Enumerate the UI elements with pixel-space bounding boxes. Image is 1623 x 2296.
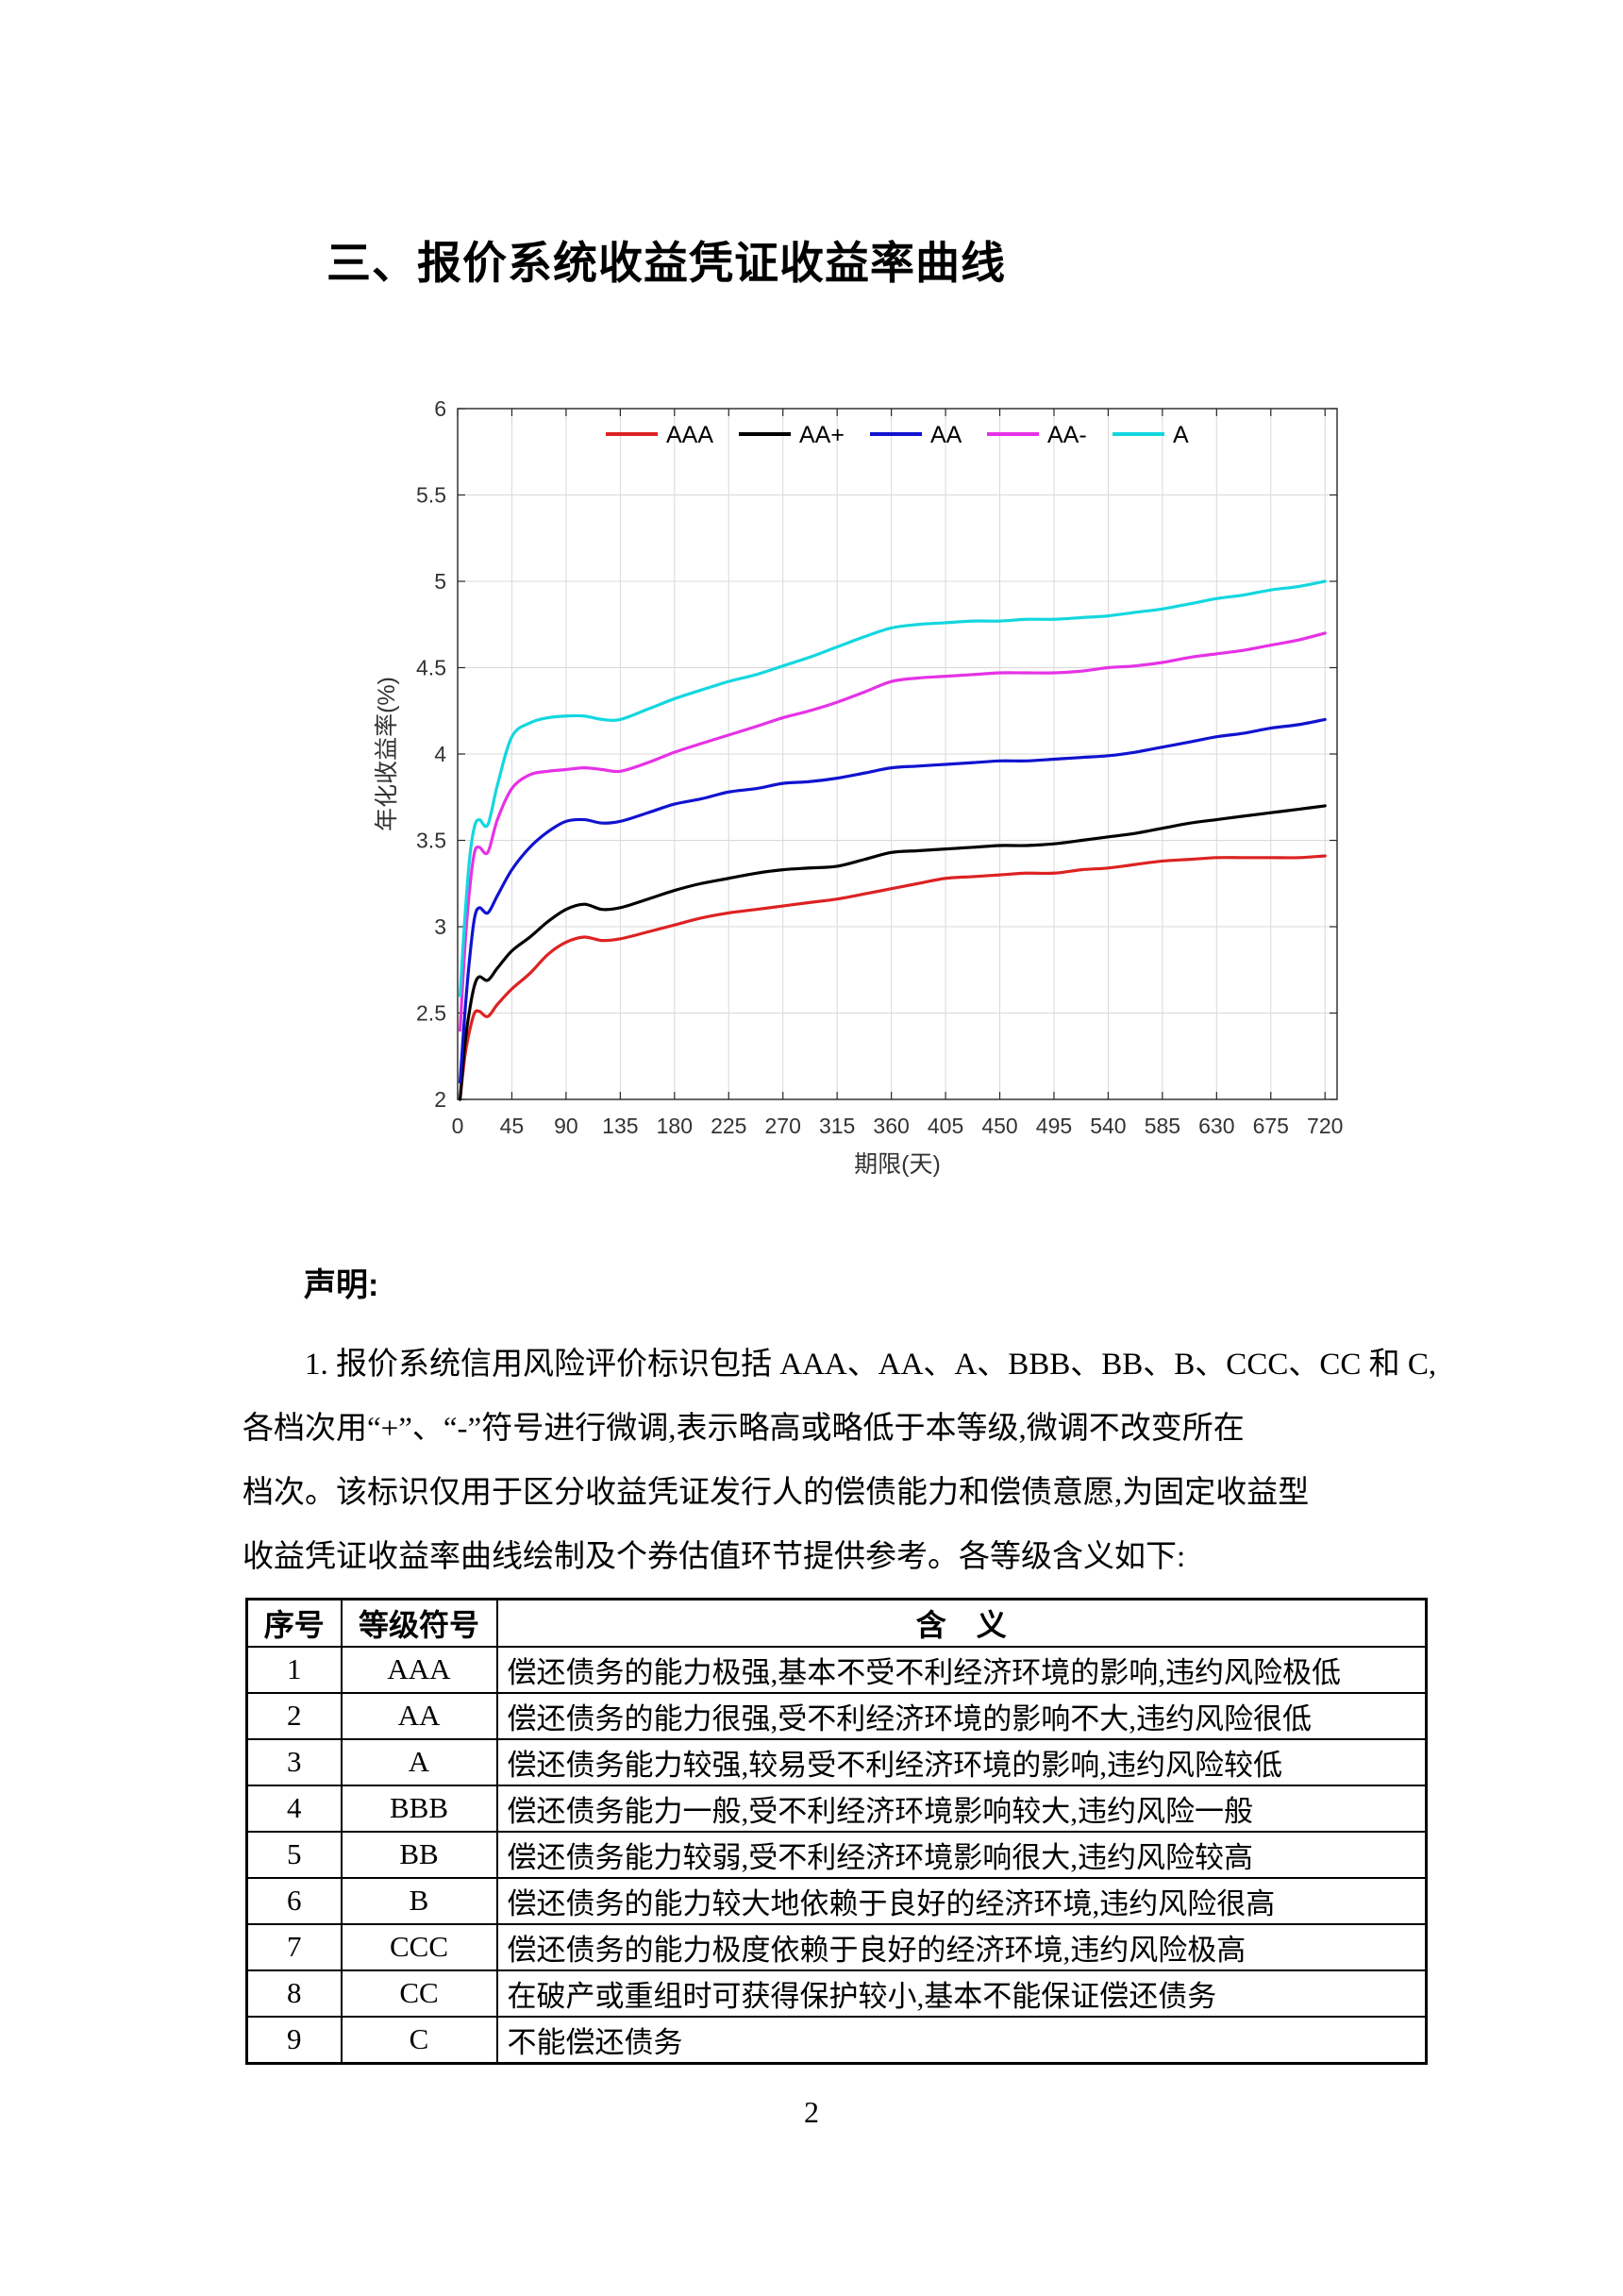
x-tick-label: 180 — [657, 1114, 693, 1138]
cell-symbol: BBB — [340, 1784, 498, 1833]
x-tick-label: 585 — [1145, 1114, 1180, 1138]
y-tick-label: 2 — [434, 1087, 446, 1112]
x-tick-label: 540 — [1090, 1114, 1126, 1138]
legend-label: AA- — [1047, 422, 1087, 448]
cell-meaning: 偿还债务能力一般,受不利经济环境影响较大,违约风险一般 — [495, 1784, 1428, 1833]
cell-symbol: CCC — [340, 1922, 498, 1971]
cell-symbol: CC — [340, 1969, 498, 2018]
cell-index: 8 — [245, 1969, 343, 2018]
table-header-row: 序号 等级符号 含 义 — [245, 1598, 1428, 1648]
table-row: 8 CC 在破产或重组时可获得保护较小,基本不能保证偿还债务 — [245, 1969, 1428, 2018]
cell-index: 2 — [245, 1691, 343, 1740]
legend-label: A — [1173, 422, 1189, 448]
series-line-AA- — [458, 631, 1327, 1032]
cell-symbol: AAA — [340, 1645, 498, 1694]
x-tick-label: 135 — [602, 1114, 638, 1138]
cell-symbol: BB — [340, 1830, 498, 1879]
x-tick-label: 360 — [873, 1114, 909, 1138]
rating-meaning-table: 序号 等级符号 含 义 1 AAA 偿还债务的能力极强,基本不受不利经济环境的影响,… — [245, 1598, 1428, 2065]
cell-index: 6 — [245, 1876, 343, 1925]
table-row: 9 C 不能偿还债务 — [245, 2015, 1428, 2064]
x-tick-label: 315 — [819, 1114, 855, 1138]
x-tick-label: 495 — [1036, 1114, 1072, 1138]
cell-index: 9 — [245, 2015, 343, 2064]
cell-meaning: 偿还债务的能力较大地依赖于良好的经济环境,违约风险很高 — [495, 1876, 1428, 1925]
chart-legend: AAA AA+ AA AA- A — [606, 422, 1189, 448]
legend-label: AA — [930, 422, 962, 448]
x-tick-label: 405 — [928, 1114, 963, 1138]
cell-meaning: 偿还债务能力较弱,受不利经济环境影响很大,违约风险较高 — [495, 1830, 1428, 1879]
cell-meaning: 偿还债务的能力很强,受不利经济环境的影响不大,违约风险很低 — [495, 1691, 1428, 1740]
x-tick-label: 675 — [1253, 1114, 1289, 1138]
x-tick-label: 630 — [1198, 1114, 1234, 1138]
y-tick-label: 5 — [434, 569, 446, 594]
chart-tick-labels: 0 45 90 135 180 225 270 315 360 405 450 495 540 585 63… — [416, 396, 1343, 1138]
y-tick-label: 3 — [434, 914, 446, 939]
legend-item-AA: AA — [870, 422, 962, 448]
table-row: 2 AA 偿还债务的能力很强,受不利经济环境的影响不大,违约风险很低 — [245, 1691, 1428, 1740]
table-header-meaning: 含 义 — [495, 1598, 1428, 1648]
cell-index: 7 — [245, 1922, 343, 1971]
table-row: 4 BBB 偿还债务能力一般,受不利经济环境影响较大,违约风险一般 — [245, 1784, 1428, 1833]
x-tick-label: 45 — [500, 1114, 525, 1138]
y-tick-label: 2.5 — [416, 1001, 446, 1026]
yield-curve-chart: 0 45 90 135 180 225 270 315 360 405 450 495 540 585 63… — [374, 396, 1343, 1178]
cell-meaning: 偿还债务的能力极强,基本不受不利经济环境的影响,违约风险极低 — [495, 1645, 1428, 1694]
legend-item-AA+: AA+ — [739, 422, 845, 448]
page-title: 三、报价系统收益凭证收益率曲线 — [326, 238, 1006, 288]
cell-index: 5 — [245, 1830, 343, 1879]
y-tick-label: 3.5 — [416, 829, 446, 853]
chart-axes — [457, 408, 1338, 1100]
y-axis-label: 年化收益率(%) — [374, 677, 400, 831]
series-line-AA — [458, 717, 1327, 1084]
cell-meaning: 偿还债务能力较强,较易受不利经济环境的影响,违约风险较低 — [495, 1737, 1428, 1786]
x-tick-label: 225 — [711, 1114, 746, 1138]
x-tick-label: 0 — [452, 1114, 464, 1138]
table-row: 6 B 偿还债务的能力较大地依赖于良好的经济环境,违约风险很高 — [245, 1876, 1428, 1925]
cell-symbol: AA — [340, 1691, 498, 1740]
page-number: 2 — [804, 2095, 819, 2129]
cell-symbol: B — [340, 1876, 498, 1925]
table-header-symbol: 等级符号 — [340, 1598, 498, 1648]
cell-index: 4 — [245, 1784, 343, 1833]
cell-index: 3 — [245, 1737, 343, 1786]
cell-meaning: 偿还债务的能力极度依赖于良好的经济环境,违约风险极高 — [495, 1922, 1428, 1971]
statement-line: 1. 报价系统信用风险评价标识包括 AAA、AA、A、BBB、BB、B、CCC、… — [305, 1348, 1437, 1382]
chart-grid — [457, 408, 1337, 1100]
cell-symbol: A — [340, 1737, 498, 1786]
x-axis-label: 期限(天) — [854, 1151, 941, 1178]
series-line-A — [458, 579, 1327, 997]
y-tick-label: 6 — [434, 396, 446, 421]
cell-meaning: 不能偿还债务 — [495, 2015, 1428, 2064]
cell-symbol: C — [340, 2015, 498, 2064]
legend-label: AA+ — [799, 422, 845, 448]
statement-paragraph: 1. 报价系统信用风险评价标识包括 AAA、AA、A、BBB、BB、B、CCC、… — [243, 1332, 1437, 1589]
table-header-index: 序号 — [245, 1598, 343, 1648]
x-tick-label: 720 — [1307, 1114, 1343, 1138]
x-tick-label: 270 — [765, 1114, 801, 1138]
table-row: 5 BB 偿还债务能力较弱,受不利经济环境影响很大,违约风险较高 — [245, 1830, 1428, 1879]
legend-item-AA-: AA- — [987, 422, 1087, 448]
table-row: 1 AAA 偿还债务的能力极强,基本不受不利经济环境的影响,违约风险极低 — [245, 1645, 1428, 1694]
statement-line: 收益凭证收益率曲线绘制及个券估值环节提供参考。各等级含义如下: — [243, 1540, 1186, 1574]
statement-heading: 声明: — [304, 1267, 379, 1303]
x-tick-label: 450 — [981, 1114, 1017, 1138]
statement-line: 档次。该标识仅用于区分收益凭证发行人的偿债能力和偿债意愿,为固定收益型 — [243, 1476, 1310, 1510]
cell-index: 1 — [245, 1645, 343, 1694]
table-row: 3 A 偿还债务能力较强,较易受不利经济环境的影响,违约风险较低 — [245, 1737, 1428, 1786]
y-tick-label: 5.5 — [416, 483, 446, 508]
x-tick-label: 90 — [554, 1114, 578, 1138]
legend-item-A: A — [1113, 422, 1189, 448]
statement-line: 各档次用“+”、“-”符号进行微调,表示略高或略低于本等级,微调不改变所在 — [243, 1412, 1245, 1446]
legend-item-AAA: AAA — [606, 422, 713, 448]
cell-meaning: 在破产或重组时可获得保护较小,基本不能保证偿还债务 — [495, 1969, 1428, 2018]
series-line-AA+ — [458, 804, 1327, 1101]
table-row: 7 CCC 偿还债务的能力极度依赖于良好的经济环境,违约风险极高 — [245, 1922, 1428, 1971]
y-tick-label: 4.5 — [416, 656, 446, 680]
y-tick-label: 4 — [434, 742, 446, 766]
series-line-AAA — [458, 854, 1327, 1101]
legend-label: AAA — [666, 422, 713, 448]
